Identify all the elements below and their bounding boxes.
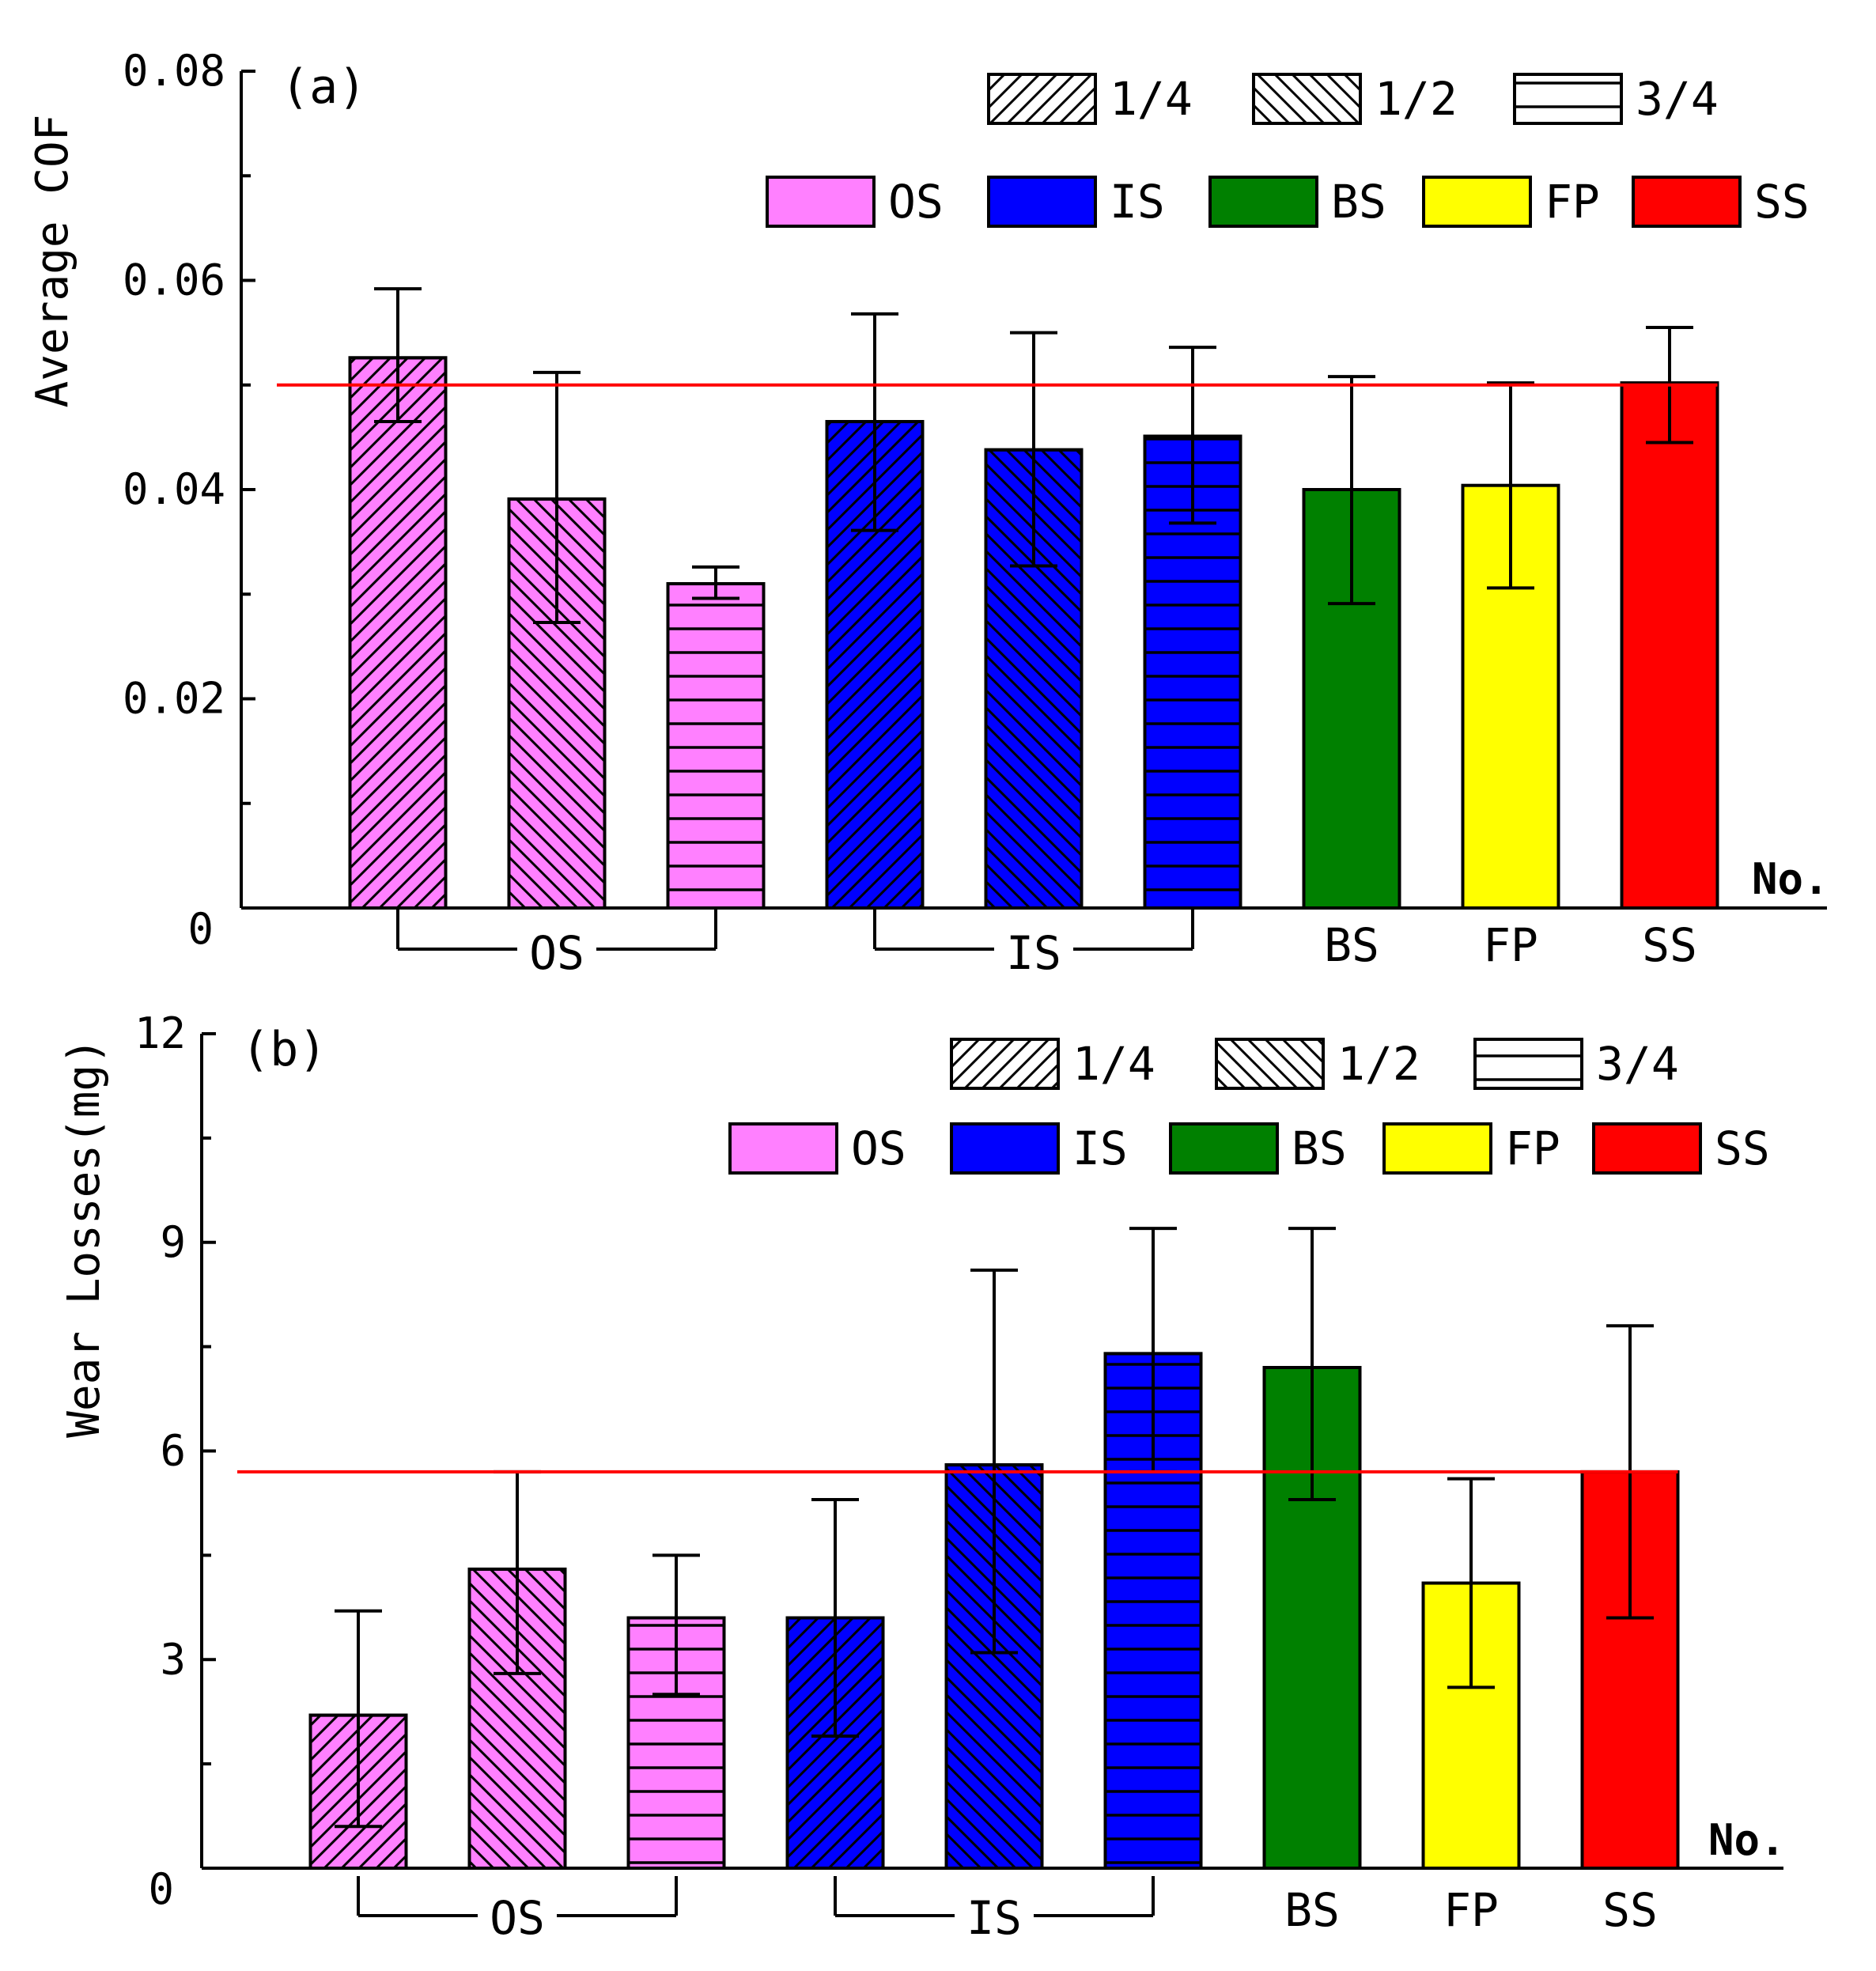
- group-label: OS: [490, 1891, 545, 1945]
- legend-swatch-pattern: [1252, 73, 1362, 125]
- group-label: OS: [529, 926, 584, 980]
- y-tick-label: 6: [160, 1426, 186, 1476]
- bar-pattern: [1103, 1352, 1203, 1870]
- bar-pattern: [507, 497, 607, 910]
- y-tick-label: 12: [134, 1008, 186, 1058]
- error-bar: [811, 1498, 859, 1738]
- legend-label: SS: [1715, 1122, 1770, 1175]
- legend-swatch-IS: [950, 1122, 1060, 1175]
- group-bracket-OS: OS: [357, 1876, 678, 1945]
- error-bar: [1328, 375, 1375, 606]
- panel-a-group-labels: OS IS BS FP SS: [396, 910, 1697, 980]
- group-bracket-OS: OS: [396, 910, 717, 980]
- legend-label: 3/4: [1636, 72, 1719, 126]
- legend-swatch-OS: [728, 1122, 838, 1175]
- y-tick-label: 0.04: [123, 464, 225, 514]
- panel-b-legend-patterns: 1/4 1/2 3/4: [950, 1037, 1679, 1091]
- x-category-label: SS: [1602, 1883, 1658, 1937]
- panel-a-x-end-label: No.: [1752, 854, 1829, 904]
- bar: [1620, 381, 1719, 910]
- legend-label: 1/2: [1375, 72, 1458, 126]
- legend-label: 1/4: [1072, 1037, 1155, 1091]
- group-label: IS: [1006, 926, 1061, 980]
- error-bar: [1447, 1477, 1495, 1689]
- legend-swatch-FP: [1422, 176, 1532, 228]
- bar-pattern: [666, 582, 766, 910]
- panel-b-x-end-label: No.: [1708, 1815, 1786, 1865]
- panel-b-ylabel: Wear Losses(mg): [59, 1038, 110, 1438]
- error-bar: [692, 565, 739, 600]
- bar-pattern: [348, 356, 448, 910]
- panel-b-axes: 0 3 6 9 12: [134, 1008, 1783, 1914]
- y-tick-label: 0.02: [123, 674, 225, 724]
- legend-label: OS: [851, 1122, 906, 1175]
- error-bar: [970, 1268, 1018, 1655]
- legend-swatch-BS: [1208, 176, 1318, 228]
- panel-a-cof: 0 0.02 0.04 0.06 0.08 (a) Average COF No. 1/…: [27, 46, 1829, 980]
- x-category-label: BS: [1324, 918, 1379, 972]
- error-bar: [374, 287, 422, 424]
- legend-label: IS: [1072, 1122, 1128, 1175]
- x-category-label: FP: [1443, 1883, 1499, 1937]
- y-tick-label: 3: [160, 1634, 186, 1684]
- legend-label: IS: [1110, 175, 1165, 229]
- error-bar: [1010, 331, 1057, 568]
- panel-b-legend-colors: OS IS BS FP SS: [728, 1122, 1770, 1175]
- panel-a-error-bars: [374, 287, 1693, 624]
- panel-b-group-labels: OS IS BS FP SS: [357, 1876, 1658, 1945]
- error-bar: [652, 1553, 700, 1697]
- legend-label: 1/2: [1337, 1037, 1420, 1091]
- panel-b-label: (b): [241, 1022, 327, 1077]
- legend-label: BS: [1292, 1122, 1347, 1175]
- legend-swatch-OS: [766, 176, 876, 228]
- legend-label: FP: [1545, 175, 1600, 229]
- panel-a-ylabel: Average COF: [27, 115, 78, 408]
- group-bracket-IS: IS: [834, 1876, 1155, 1945]
- legend-swatch-pattern: [987, 73, 1097, 125]
- error-bar: [1169, 346, 1216, 525]
- legend-swatch-SS: [1632, 176, 1742, 228]
- y-tick-label: 0: [187, 904, 214, 954]
- error-bar: [335, 1609, 382, 1829]
- error-bar: [851, 312, 898, 532]
- panel-a-legend-colors: OS IS BS FP SS: [766, 175, 1810, 229]
- legend-swatch-BS: [1169, 1122, 1279, 1175]
- legend-swatch-pattern: [1513, 73, 1623, 125]
- panel-b-error-bars: [335, 1227, 1654, 1829]
- legend-label: 1/4: [1110, 72, 1193, 126]
- group-bracket-IS: IS: [873, 910, 1194, 980]
- legend-swatch-pattern: [1215, 1038, 1325, 1090]
- legend-swatch-pattern: [950, 1038, 1060, 1090]
- legend-label: FP: [1505, 1122, 1560, 1175]
- legend-swatch-SS: [1592, 1122, 1702, 1175]
- legend-label: SS: [1754, 175, 1810, 229]
- panel-a-legend-patterns: 1/4 1/2 3/4: [987, 72, 1719, 126]
- error-bar: [1288, 1227, 1336, 1502]
- panel-a-label: (a): [281, 59, 366, 115]
- panel-b-wear: 0 3 6 9 12 (b) Wear Losses(mg) No. 1/4 1/2 3/4…: [59, 1008, 1786, 1945]
- legend-swatch-IS: [987, 176, 1097, 228]
- group-label: IS: [966, 1891, 1022, 1945]
- y-tick-label: 0: [148, 1864, 174, 1914]
- panel-a-axes: 0 0.02 0.04 0.06 0.08: [123, 46, 1827, 954]
- error-bar: [1487, 381, 1534, 590]
- y-tick-label: 9: [160, 1217, 186, 1267]
- legend-label: 3/4: [1596, 1037, 1679, 1091]
- x-category-label: BS: [1284, 1883, 1340, 1937]
- legend-label: OS: [888, 175, 944, 229]
- x-category-label: SS: [1642, 918, 1697, 972]
- legend-swatch-FP: [1382, 1122, 1492, 1175]
- panel-a-bars: [348, 356, 1719, 910]
- error-bar: [533, 370, 581, 624]
- legend-label: BS: [1331, 175, 1386, 229]
- y-tick-label: 0.08: [123, 46, 225, 96]
- y-tick-label: 0.06: [123, 255, 225, 305]
- legend-swatch-pattern: [1473, 1038, 1583, 1090]
- x-category-label: FP: [1483, 918, 1538, 972]
